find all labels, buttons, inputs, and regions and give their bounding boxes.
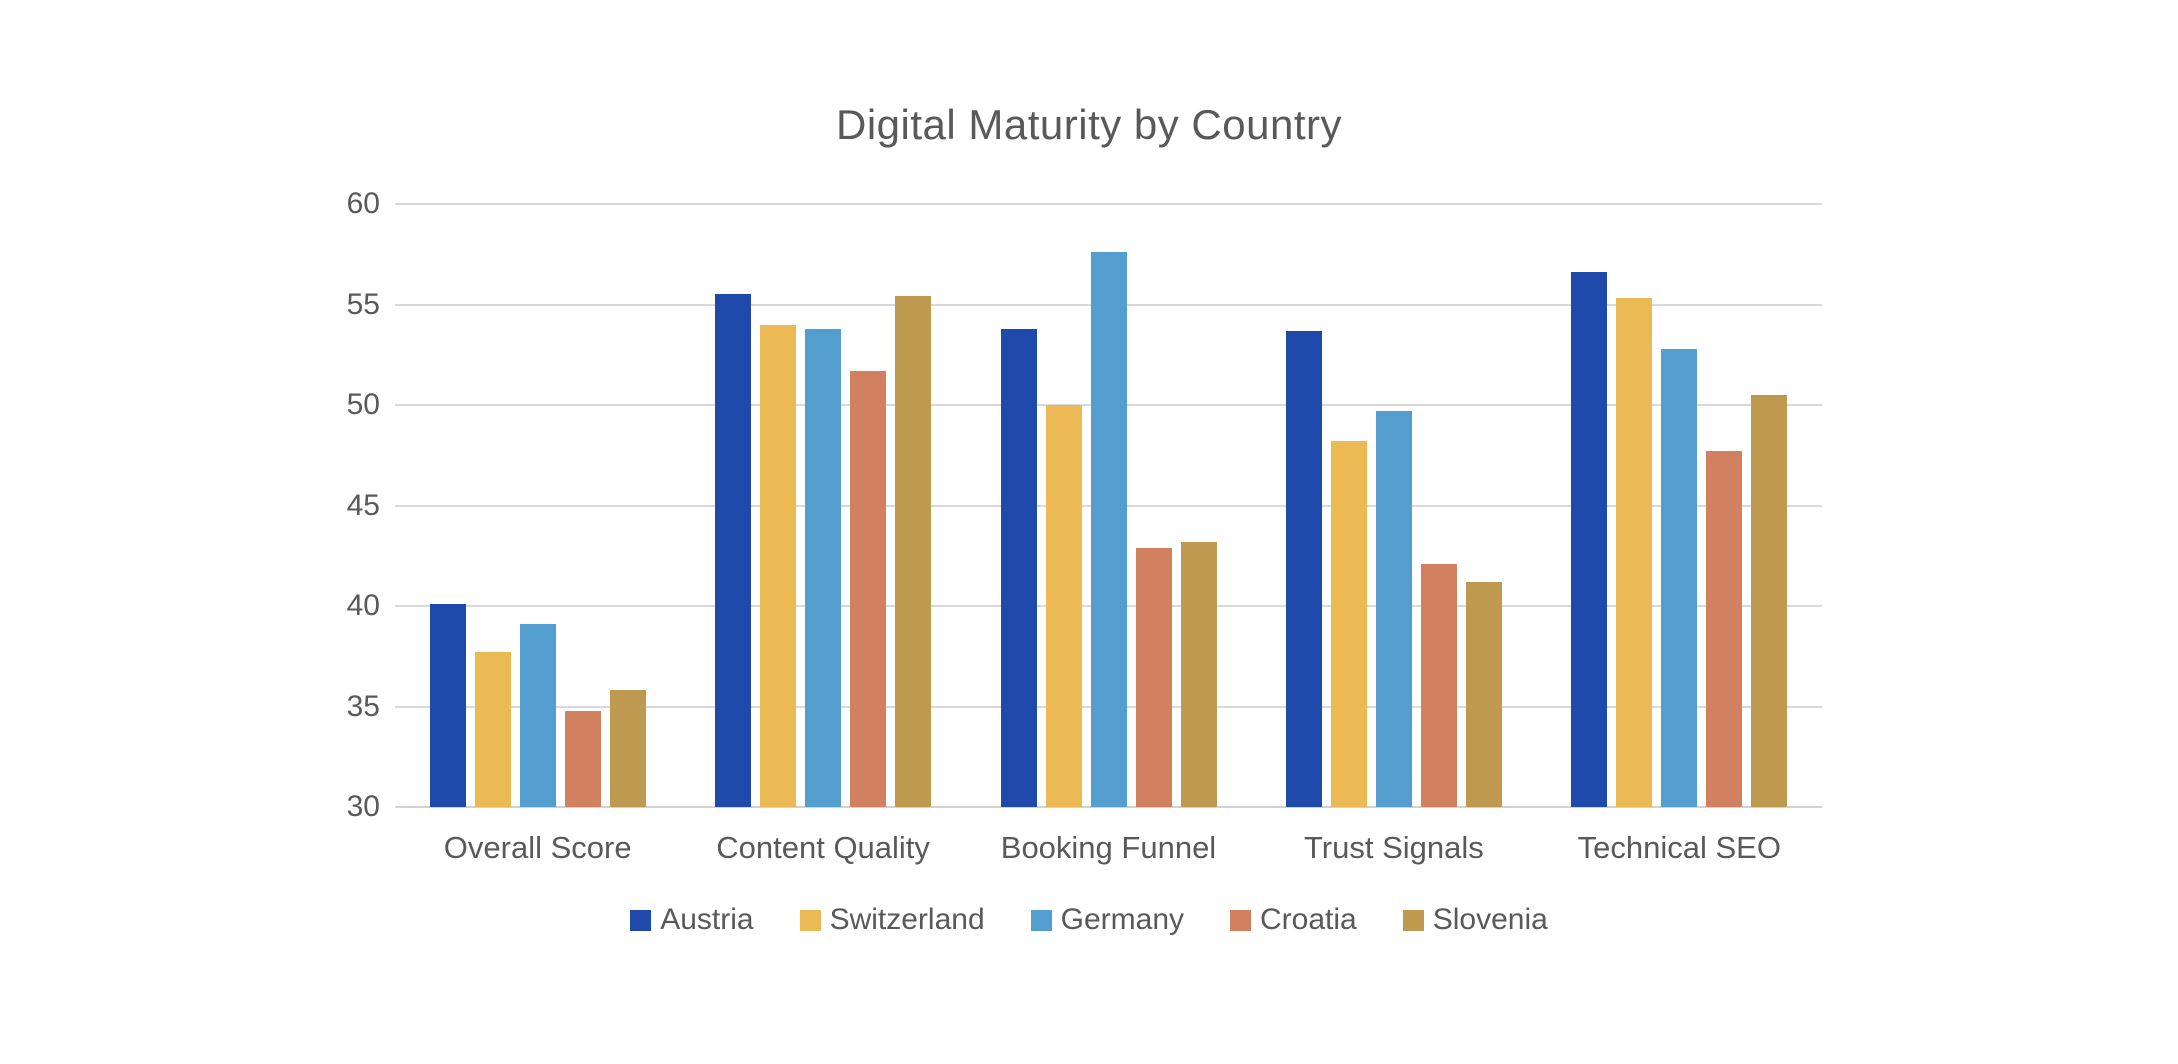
legend-swatch-switzerland [799,909,821,931]
legend-item-croatia: Croatia [1230,903,1357,937]
legend-label-germany: Germany [1060,903,1185,936]
x-tick-label-booking-funnel: Booking Funnel [1000,830,1217,865]
legend-item-slovenia: Slovenia [1402,903,1548,937]
legend-item-austria: Austria [630,903,754,937]
y-tick-label-50: 50 [346,388,380,421]
legend-item-switzerland: Switzerland [799,903,985,937]
x-tick-label-technical-seo: Technical SEO [1577,830,1781,865]
bar-austria-overall-score [429,604,466,807]
legend-swatch-croatia [1230,909,1252,931]
y-tick-label-40: 40 [346,589,380,622]
bar-group-overall-score [429,604,646,807]
bar-slovenia-overall-score [609,690,646,807]
legend-label-slovenia: Slovenia [1432,903,1548,936]
bar-group-trust-signals [1285,330,1502,807]
y-tick-label-55: 55 [346,287,380,321]
x-axis-line [395,806,1822,808]
legend: Austria Switzerland Germany Croatia Slovenia [0,898,2178,942]
gridline-60 [395,203,1822,205]
bar-slovenia-booking-funnel [1180,541,1217,807]
x-tick-label-content-quality: Content Quality [716,830,930,865]
bar-slovenia-trust-signals [1465,581,1502,807]
y-tick-label-60: 60 [346,187,380,220]
y-tick-label-45: 45 [346,488,380,522]
bar-group-content-quality [715,294,932,807]
bar-austria-technical-seo [1571,272,1608,807]
bar-group-technical-seo [1571,272,1788,807]
bar-switzerland-content-quality [760,324,797,807]
bar-austria-booking-funnel [1000,328,1037,807]
bar-austria-trust-signals [1285,330,1322,807]
bar-switzerland-overall-score [474,652,511,807]
bar-germany-overall-score [519,624,556,807]
bar-slovenia-technical-seo [1751,394,1788,807]
bar-croatia-booking-funnel [1135,547,1172,807]
y-tick-label-30: 30 [346,790,380,823]
bar-croatia-overall-score [564,710,601,807]
legend-swatch-austria [630,909,652,931]
bar-germany-content-quality [805,328,842,807]
bar-austria-content-quality [715,294,752,807]
legend-swatch-germany [1030,909,1052,931]
bar-croatia-trust-signals [1420,563,1457,807]
legend-label-switzerland: Switzerland [829,903,985,936]
y-tick-label-35: 35 [346,689,380,723]
bar-croatia-technical-seo [1706,451,1743,807]
bar-germany-technical-seo [1661,348,1698,807]
x-tick-label-trust-signals: Trust Signals [1304,830,1484,865]
legend-swatch-slovenia [1402,909,1424,931]
bar-slovenia-content-quality [895,296,932,807]
bar-switzerland-technical-seo [1616,298,1653,807]
chart-title: Digital Maturity by Country [836,101,1342,148]
legend-item-germany: Germany [1030,903,1185,937]
x-tick-label-overall-score: Overall Score [443,830,632,865]
bar-switzerland-trust-signals [1330,441,1367,807]
bar-germany-trust-signals [1375,411,1412,807]
legend-label-austria: Austria [660,903,754,936]
bar-germany-booking-funnel [1090,252,1127,807]
bar-switzerland-booking-funnel [1045,405,1082,807]
x-axis-category-labels: Overall Score Content Quality Booking Funn… [395,828,1822,868]
bar-group-booking-funnel [1000,252,1217,807]
legend-label-croatia: Croatia [1260,903,1357,936]
plot-area [395,203,1822,808]
bar-croatia-content-quality [850,370,887,807]
